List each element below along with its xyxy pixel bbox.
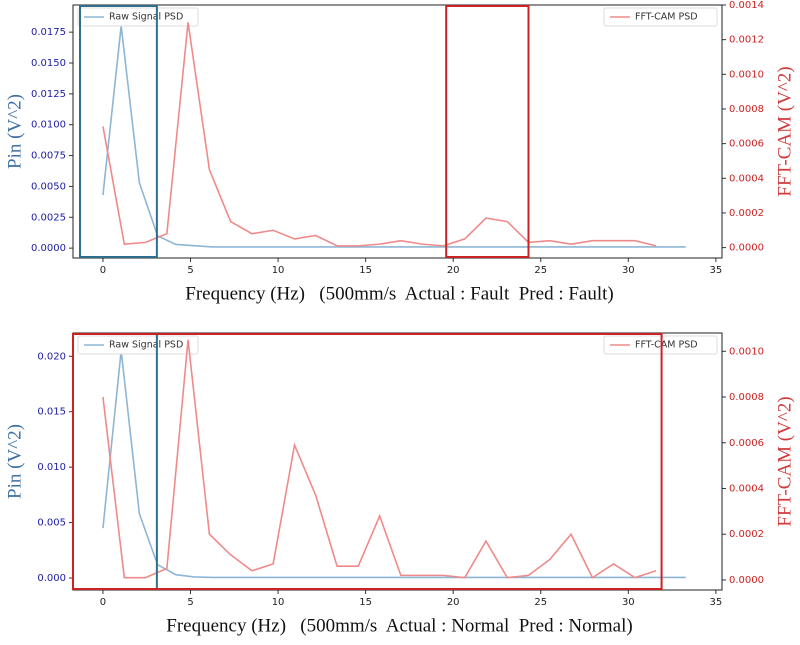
- legend-label: Raw Signal PSD: [109, 12, 183, 23]
- y2-tick-label: 0.0012: [729, 35, 764, 46]
- y2-tick-label: 0.0002: [729, 208, 764, 219]
- axes-frame: [72, 4, 723, 259]
- y-tick-label: 0.010: [37, 462, 66, 473]
- y-tick-label: 0.005: [37, 518, 66, 529]
- y2-tick-label: 0.0014: [729, 0, 764, 11]
- x-tick-label: 30: [622, 265, 635, 276]
- highlight-region: [72, 333, 158, 590]
- highlight-region: [445, 5, 530, 258]
- axes-frame: [72, 332, 723, 591]
- x-tick-label: 5: [187, 265, 193, 276]
- x-axis-label: Frequency (Hz) (500mm/s Actual : Normal …: [166, 615, 632, 636]
- y-tick-label: 0.0025: [31, 212, 66, 223]
- y-tick-label: 0.0175: [31, 27, 66, 38]
- chart: 0 5 10 15 20 25 30 35 0.0000 0.0025 0.0050 0.0075 0.…: [4, 0, 795, 304]
- chart: 0 5 10 15 20 25 30 35 0.000 0.005 0.010 0.015 0.020 0…: [4, 332, 795, 636]
- legend-label: Raw Signal PSD: [109, 340, 183, 351]
- x-tick-label: 5: [187, 597, 193, 608]
- x-tick-label: 20: [447, 597, 460, 608]
- y2-axis-label: FFT-CAM (V^2): [774, 66, 795, 196]
- y-axis-label: Pin (V^2): [4, 94, 25, 169]
- y-tick-label: 0.0125: [31, 89, 66, 100]
- legend-box: [603, 7, 718, 27]
- legend-box: [603, 335, 718, 355]
- y-tick-label: 0.000: [37, 573, 66, 584]
- y2-tick-label: 0.0000: [729, 243, 764, 254]
- y2-axis-label: FFT-CAM (V^2): [774, 396, 795, 526]
- x-tick-label: 35: [710, 597, 723, 608]
- series-line: [102, 339, 657, 579]
- x-tick-label: 15: [359, 597, 372, 608]
- y2-tick-label: 0.0008: [729, 104, 764, 115]
- x-tick-label: 30: [622, 597, 635, 608]
- y2-tick-label: 0.0010: [729, 346, 764, 357]
- x-tick-label: 0: [100, 265, 106, 276]
- y-axis-label: Pin (V^2): [4, 424, 25, 499]
- y2-tick-label: 0.0004: [729, 173, 764, 184]
- y-tick-label: 0.0075: [31, 151, 66, 162]
- x-tick-label: 0: [100, 597, 106, 608]
- y-tick-label: 0.015: [37, 407, 66, 418]
- x-tick-label: 10: [272, 265, 285, 276]
- legend-label: FFT-CAM PSD: [635, 12, 698, 23]
- y2-tick-label: 0.0006: [729, 139, 764, 150]
- y2-tick-label: 0.0000: [729, 575, 764, 586]
- y2-tick-label: 0.0010: [729, 69, 764, 80]
- y2-tick-label: 0.0008: [729, 392, 764, 403]
- y2-tick-label: 0.0002: [729, 529, 764, 540]
- x-tick-label: 20: [447, 265, 460, 276]
- y-tick-label: 0.0100: [31, 120, 66, 131]
- series-line: [102, 25, 686, 248]
- y-tick-label: 0.0000: [31, 243, 66, 254]
- x-tick-label: 25: [534, 597, 547, 608]
- legend-box: [77, 335, 199, 355]
- y-tick-label: 0.0150: [31, 58, 66, 69]
- x-tick-label: 35: [710, 265, 723, 276]
- x-tick-label: 25: [534, 265, 547, 276]
- highlight-region: [72, 333, 663, 590]
- y2-tick-label: 0.0006: [729, 438, 764, 449]
- legend-label: FFT-CAM PSD: [635, 340, 698, 351]
- series-line: [102, 22, 657, 247]
- y2-tick-label: 0.0004: [729, 483, 764, 494]
- x-axis-label: Frequency (Hz) (500mm/s Actual : Fault P…: [185, 283, 613, 304]
- series-line: [102, 350, 686, 579]
- highlight-region: [79, 5, 158, 258]
- y-tick-label: 0.020: [37, 351, 66, 362]
- x-tick-label: 10: [272, 597, 285, 608]
- legend-box: [77, 7, 199, 27]
- y-tick-label: 0.0050: [31, 181, 66, 192]
- x-tick-label: 15: [359, 265, 372, 276]
